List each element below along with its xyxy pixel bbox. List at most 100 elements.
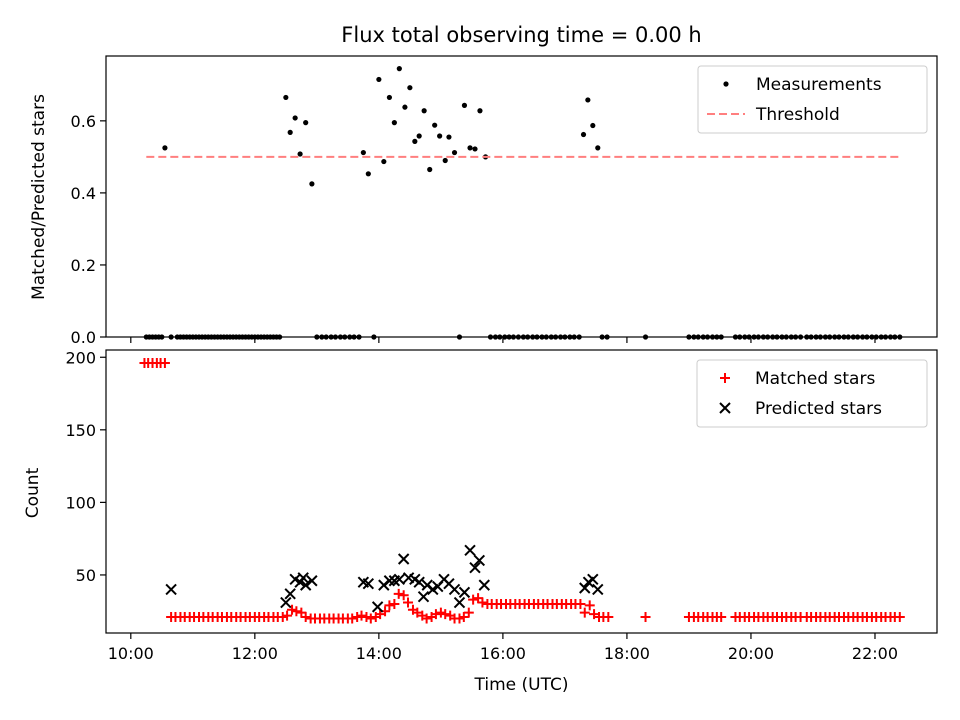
bottom-ytick-label-2: 150 — [65, 421, 96, 440]
bottom-legend: Matched stars Predicted stars — [696, 359, 928, 428]
x-axis-label: Time (UTC) — [474, 675, 569, 695]
bottom-series-1-marker-14 — [393, 573, 406, 586]
top-series-0-point-63 — [386, 94, 393, 101]
bottom-series-0-marker-5 — [159, 358, 170, 369]
bottom-series-0-marker-48 — [361, 612, 372, 623]
bottom-series-1-marker-7 — [306, 575, 318, 587]
top-series-0-point-45 — [297, 151, 303, 157]
bottom-xtick-label-1: 12:00 — [232, 644, 278, 663]
bottom-series-0-marker-31 — [282, 610, 293, 621]
bottom-y-axis-label: Count — [23, 467, 43, 518]
bottom-xtick-label-6: 22:00 — [852, 644, 898, 663]
bottom-series-1-marker-18 — [413, 576, 425, 588]
bottom-legend-label-1: Predicted stars — [755, 399, 882, 419]
top-ytick-label-1: 0.2 — [71, 256, 96, 275]
top-series-0-point-62 — [381, 158, 387, 165]
top-series-0-point-104 — [585, 97, 591, 103]
bottom-series-0-marker-73 — [477, 597, 488, 608]
bottom-series-0-marker-109 — [716, 612, 727, 623]
bottom-series-1-marker-31 — [478, 579, 490, 591]
top-series-0-point-79 — [467, 145, 473, 151]
top-y-axis-label: Matched/Predicted stars — [29, 94, 49, 300]
top-series-0-point-67 — [407, 85, 413, 91]
bottom-series-0-marker-34 — [296, 607, 307, 618]
top-series-0-point-44 — [292, 115, 298, 121]
bottom-series-1-marker-12 — [383, 575, 396, 587]
bottom-series-1-marker-5 — [297, 572, 309, 584]
bottom-xtick-label-4: 18:00 — [604, 644, 650, 663]
bottom-series-0-marker-95 — [579, 607, 590, 618]
bottom-series-0-marker-61 — [421, 613, 432, 624]
top-series-0-point-106 — [595, 145, 601, 151]
top-series-0-point-81 — [477, 108, 483, 114]
bottom-series-0-marker-68 — [454, 613, 465, 624]
bottom-panel: 50 100 150 200 10:00 12:00 14:00 16:00 18:00 20:0… — [65, 348, 938, 663]
chart-title: Flux total observing time = 0.00 h — [341, 23, 701, 47]
bottom-xtick-label-2: 14:00 — [356, 644, 402, 663]
bottom-series-0-marker-69 — [458, 612, 469, 623]
bottom-xtick-label-0: 10:00 — [108, 644, 154, 663]
bottom-legend-marker-0 — [720, 373, 730, 383]
top-ytick-label-2: 0.4 — [71, 184, 96, 203]
bottom-series-1-marker-28 — [464, 544, 476, 556]
bottom-series-1-marker-35 — [592, 583, 604, 596]
bottom-series-0-marker-35 — [300, 612, 311, 623]
bottom-series-0-marker-96 — [584, 600, 595, 611]
bottom-series-1-marker-34 — [587, 573, 599, 586]
bottom-series-0-marker-70 — [463, 607, 474, 618]
bottom-xtick-label-3: 16:00 — [480, 644, 526, 663]
top-ytick-label-0: 0.0 — [71, 328, 96, 347]
bottom-series-0-marker-53 — [384, 600, 395, 611]
bottom-series-1-marker-30 — [473, 554, 486, 567]
bottom-axes-frame — [105, 349, 938, 634]
top-series-0-point-74 — [442, 157, 448, 164]
top-series-0-point-105 — [590, 122, 596, 129]
top-legend-label-0: Measurements — [756, 75, 882, 95]
top-series-0-point-43 — [287, 129, 293, 135]
top-series-0-point-46 — [303, 120, 309, 126]
bottom-series-0-marker-71 — [468, 594, 479, 605]
top-series-0-point-70 — [421, 108, 427, 114]
bottom-series-1-marker-32 — [579, 582, 591, 594]
bottom-series-0-marker-33 — [291, 606, 302, 617]
top-series-0-point-73 — [437, 133, 443, 139]
top-series-0-point-59 — [365, 171, 371, 177]
top-series-0-point-64 — [391, 120, 397, 126]
top-axes-frame — [105, 55, 938, 338]
top-series-0-point-61 — [376, 76, 382, 83]
bottom-series-0-marker-49 — [365, 613, 376, 624]
bottom-series-1-marker-27 — [458, 586, 471, 599]
top-series-0-point-42 — [283, 94, 289, 101]
bottom-series-1-marker-25 — [448, 583, 461, 596]
bottom-series-0-marker-56 — [398, 590, 409, 601]
bottom-series-1-marker-15 — [397, 553, 410, 565]
top-series-0-point-103 — [580, 131, 587, 138]
bottom-series-0-marker-145 — [894, 612, 905, 623]
top-series-0-point-47 — [309, 181, 315, 187]
bottom-series-0-marker-55 — [393, 588, 404, 599]
top-series-0-point-65 — [396, 66, 402, 72]
bottom-series-0-marker-30 — [277, 612, 288, 623]
bottom-series-1-marker-0 — [165, 583, 177, 596]
top-series-0-point-75 — [446, 134, 452, 140]
top-ytick-label-3: 0.6 — [71, 112, 96, 131]
bottom-series-0-marker-101 — [640, 612, 651, 623]
bottom-series-0-marker-47 — [356, 610, 367, 621]
bottom-series-1-marker-2 — [284, 588, 296, 600]
bottom-series-0-marker-45 — [347, 613, 358, 624]
bottom-series-1-marker-26 — [453, 596, 466, 609]
bottom-series-1-marker-29 — [469, 561, 481, 574]
bottom-series-1-marker-1 — [280, 596, 292, 609]
bottom-series-0-marker-63 — [430, 609, 441, 620]
bottom-series-0-marker-94 — [575, 598, 586, 609]
bottom-xtick-label-5: 20:00 — [728, 644, 774, 663]
bottom-series-0-marker-54 — [389, 598, 400, 609]
bottom-series-1-marker-19 — [417, 591, 430, 603]
top-legend: Measurements Threshold — [697, 65, 928, 134]
top-series-0-point-68 — [412, 138, 418, 144]
bottom-series-0-marker-32 — [287, 604, 298, 615]
top-series-0-point-58 — [360, 149, 366, 156]
bottom-legend-box — [696, 359, 928, 428]
bottom-series-0-marker-57 — [403, 597, 414, 608]
top-legend-box — [697, 65, 928, 134]
